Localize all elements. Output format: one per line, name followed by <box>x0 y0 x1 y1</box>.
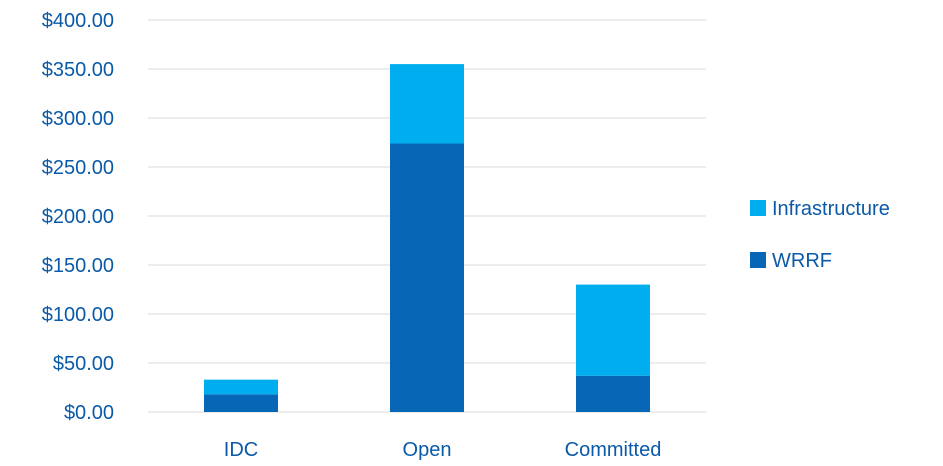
x-tick-label-open: Open <box>403 439 452 461</box>
y-tick-label-400: $400.00 <box>42 10 114 32</box>
y-axis-tick-labels: $0.00 $50.00 $100.00 $150.00 $200.00 $250.00 $… <box>42 10 114 424</box>
y-tick-label-250: $250.00 <box>42 157 114 179</box>
x-tick-label-committed: Committed <box>565 439 662 461</box>
y-tick-label-0: $0.00 <box>64 402 114 424</box>
bars <box>204 64 650 413</box>
legend-swatch-infrastructure <box>750 200 766 216</box>
bar-open-wrrf <box>390 143 464 413</box>
bar-idc-infrastructure <box>204 379 278 395</box>
y-tick-label-350: $350.00 <box>42 59 114 81</box>
y-tick-label-300: $300.00 <box>42 108 114 130</box>
y-tick-label-100: $100.00 <box>42 304 114 326</box>
legend: Infrastructure WRRF <box>750 198 890 272</box>
y-tick-label-150: $150.00 <box>42 255 114 277</box>
y-tick-label-50: $50.00 <box>53 353 114 375</box>
x-tick-label-idc: IDC <box>224 439 258 461</box>
bar-committed-wrrf <box>576 375 650 412</box>
legend-swatch-wrrf <box>750 252 766 268</box>
bar-committed-infrastructure <box>576 284 650 376</box>
legend-label-infrastructure: Infrastructure <box>772 198 890 220</box>
bar-open-infrastructure <box>390 64 464 144</box>
bar-idc-wrrf <box>204 394 278 412</box>
legend-label-wrrf: WRRF <box>772 250 832 272</box>
x-axis-tick-labels: IDC Open Committed <box>224 439 662 461</box>
y-tick-label-200: $200.00 <box>42 206 114 228</box>
